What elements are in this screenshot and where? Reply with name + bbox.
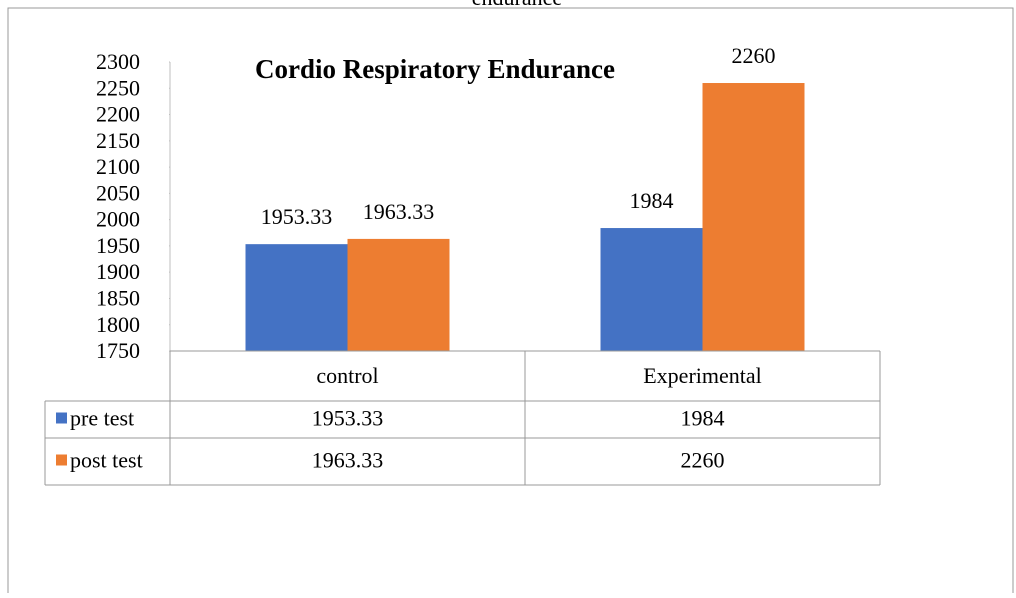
bar — [245, 244, 348, 351]
legend-label: pre test — [70, 406, 134, 431]
y-tick-label: 1950 — [96, 233, 140, 258]
bar — [347, 238, 450, 351]
legend-key — [56, 454, 67, 466]
legend-key — [56, 412, 67, 424]
bar — [702, 83, 805, 351]
y-tick-label: 2300 — [96, 49, 140, 74]
chart-title: Cordio Respiratory Endurance — [255, 54, 615, 84]
data-label: 2260 — [732, 43, 776, 68]
y-tick-label: 1900 — [96, 259, 140, 284]
y-tick-label: 2150 — [96, 128, 140, 153]
data-label: 1953.33 — [261, 204, 333, 229]
y-tick-label: 2200 — [96, 102, 140, 127]
y-tick-label: 1850 — [96, 286, 140, 311]
y-tick-label: 1750 — [96, 338, 140, 363]
table-cell: 1984 — [681, 406, 725, 431]
y-tick-label: 2100 — [96, 154, 140, 179]
legend-label: post test — [70, 448, 143, 473]
x-tick-label: control — [316, 363, 378, 388]
table-cell: 2260 — [681, 448, 725, 473]
table-cell: 1963.33 — [312, 448, 384, 473]
frame — [7, 7, 1014, 593]
data-label: 1963.33 — [363, 199, 435, 224]
data-label: 1984 — [630, 188, 674, 213]
bar — [600, 228, 703, 351]
caption: endurance — [472, 0, 562, 10]
table-cell: 1953.33 — [312, 406, 384, 431]
x-tick-label: Experimental — [643, 363, 762, 388]
y-tick-label: 2050 — [96, 180, 140, 205]
y-tick-label: 1800 — [96, 312, 140, 337]
y-tick-label: 2000 — [96, 207, 140, 232]
y-tick-label: 2250 — [96, 75, 140, 100]
